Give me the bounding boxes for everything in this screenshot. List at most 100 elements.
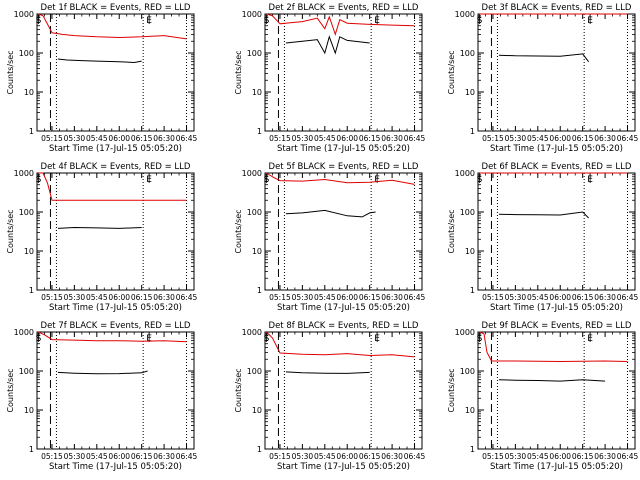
x-tick-label: 06:45 <box>617 293 639 302</box>
y-tick-label: 10 <box>24 406 34 415</box>
series-line-lld <box>479 331 628 363</box>
x-tick-label: 05:30 <box>292 134 314 143</box>
x-tick-label: 06:15 <box>131 452 153 461</box>
y-axis-label: Counts/sec <box>6 368 15 412</box>
x-tick-label: 05:45 <box>527 452 549 461</box>
chart-panel-4: Det 4f BLACK = Events, RED = LLD 1 10 100 10… <box>6 162 198 313</box>
y-tick-label: 1 <box>29 127 34 136</box>
x-tick-label: 05:15 <box>269 452 291 461</box>
x-tick-label: 06:45 <box>176 293 198 302</box>
x-tick-label: 06:15 <box>359 293 381 302</box>
chart-title: Det 1f BLACK = Events, RED = LLD <box>41 3 191 13</box>
x-tick-label: 06:30 <box>153 293 175 302</box>
x-tick-label: 05:30 <box>505 134 527 143</box>
y-tick-label: 10 <box>465 88 475 97</box>
y-tick-label: 1 <box>29 445 34 454</box>
y-tick-label: 1000 <box>14 328 34 337</box>
x-tick-label: 05:15 <box>482 134 504 143</box>
x-tick-label: 05:15 <box>269 134 291 143</box>
chart-panel-6: Det 6f BLACK = Events, RED = LLD 1 10 100 10… <box>447 162 639 313</box>
y-tick-label: 10 <box>465 406 475 415</box>
y-tick-label: 1 <box>257 286 262 295</box>
series-line-events <box>498 53 589 63</box>
x-tick-label: 05:15 <box>41 452 63 461</box>
y-tick-label: 1000 <box>242 328 262 337</box>
y-tick-label: 10 <box>252 247 262 256</box>
series-line-lld <box>38 172 187 201</box>
x-tick-label: 06:00 <box>336 134 358 143</box>
x-tick-label: 06:00 <box>336 293 358 302</box>
y-tick-label: 10 <box>24 247 34 256</box>
series-line-events <box>498 379 606 382</box>
x-axis-label: Start Time (17-Jul-15 05:05:20) <box>490 144 623 154</box>
x-tick-label: 05:45 <box>86 293 108 302</box>
series-line-events <box>285 35 370 55</box>
x-tick-label: 06:30 <box>381 293 403 302</box>
series-line-events <box>57 370 148 375</box>
x-axis-label: Start Time (17-Jul-15 05:05:20) <box>277 303 410 313</box>
x-tick-label: 06:30 <box>153 452 175 461</box>
y-axis-label: Counts/sec <box>447 50 456 94</box>
chart-panel-8: Det 8f BLACK = Events, RED = LLD 1 10 100 10… <box>234 321 426 472</box>
x-tick-label: 06:00 <box>108 452 130 461</box>
x-tick-label: 06:30 <box>381 134 403 143</box>
x-tick-label: 05:15 <box>41 134 63 143</box>
plot-frame <box>477 172 636 291</box>
y-tick-label: 1000 <box>455 169 475 178</box>
series-line-lld <box>266 172 415 185</box>
chart-panel-2: Det 2f BLACK = Events, RED = LLD 1 10 100 10… <box>234 3 426 154</box>
x-tick-label: 05:30 <box>505 452 527 461</box>
x-tick-label: 06:00 <box>108 134 130 143</box>
x-tick-label: 06:15 <box>131 134 153 143</box>
x-tick-label: 06:00 <box>549 134 571 143</box>
chart-panel-3: Det 3f BLACK = Events, RED = LLD 1 10 100 10… <box>447 3 639 154</box>
x-tick-label: 05:45 <box>314 293 336 302</box>
y-tick-label: 10 <box>252 406 262 415</box>
chart-title: Det 9f BLACK = Events, RED = LLD <box>482 321 632 331</box>
x-tick-label: 06:45 <box>176 134 198 143</box>
x-tick-label: 05:45 <box>314 452 336 461</box>
plot-frame <box>477 331 636 450</box>
series-line-lld <box>266 13 415 37</box>
y-tick-label: 1000 <box>14 169 34 178</box>
y-tick-label: 1 <box>29 286 34 295</box>
y-tick-label: 1 <box>470 445 475 454</box>
y-tick-label: 1 <box>257 445 262 454</box>
x-tick-label: 06:15 <box>572 452 594 461</box>
y-tick-label: 10 <box>252 88 262 97</box>
chart-title: Det 6f BLACK = Events, RED = LLD <box>482 162 632 172</box>
plot-frame <box>264 13 423 132</box>
x-tick-label: 06:45 <box>404 452 426 461</box>
y-tick-label: 1 <box>470 286 475 295</box>
chart-panel-9: Det 9f BLACK = Events, RED = LLD 1 10 100 10… <box>447 321 639 472</box>
x-tick-label: 06:15 <box>131 293 153 302</box>
plot-frame <box>477 13 636 132</box>
x-tick-label: 05:15 <box>269 293 291 302</box>
x-tick-label: 06:45 <box>404 293 426 302</box>
x-tick-label: 05:30 <box>64 293 86 302</box>
series-line-lld <box>38 13 187 40</box>
y-tick-label: 1000 <box>14 10 34 19</box>
x-tick-label: 06:15 <box>572 293 594 302</box>
chart-title: Det 4f BLACK = Events, RED = LLD <box>41 162 191 172</box>
x-tick-label: 06:15 <box>359 452 381 461</box>
x-tick-label: 06:00 <box>549 452 571 461</box>
series-line-events <box>57 58 142 64</box>
x-tick-label: 05:15 <box>41 293 63 302</box>
chart-title: Det 2f BLACK = Events, RED = LLD <box>269 3 419 13</box>
plot-frame <box>264 331 423 450</box>
chart-title: Det 3f BLACK = Events, RED = LLD <box>482 3 632 13</box>
x-axis-label: Start Time (17-Jul-15 05:05:20) <box>49 303 182 313</box>
chart-title: Det 8f BLACK = Events, RED = LLD <box>269 321 419 331</box>
plot-frame <box>36 331 195 450</box>
y-tick-label: 100 <box>247 49 262 58</box>
x-tick-label: 06:15 <box>359 134 381 143</box>
plot-frame <box>264 172 423 291</box>
y-tick-label: 1 <box>257 127 262 136</box>
y-tick-label: 100 <box>460 367 475 376</box>
y-tick-label: 1000 <box>455 328 475 337</box>
series-line-lld <box>266 331 415 358</box>
y-axis-label: Counts/sec <box>234 368 243 412</box>
x-tick-label: 05:45 <box>314 134 336 143</box>
y-tick-label: 100 <box>460 208 475 217</box>
